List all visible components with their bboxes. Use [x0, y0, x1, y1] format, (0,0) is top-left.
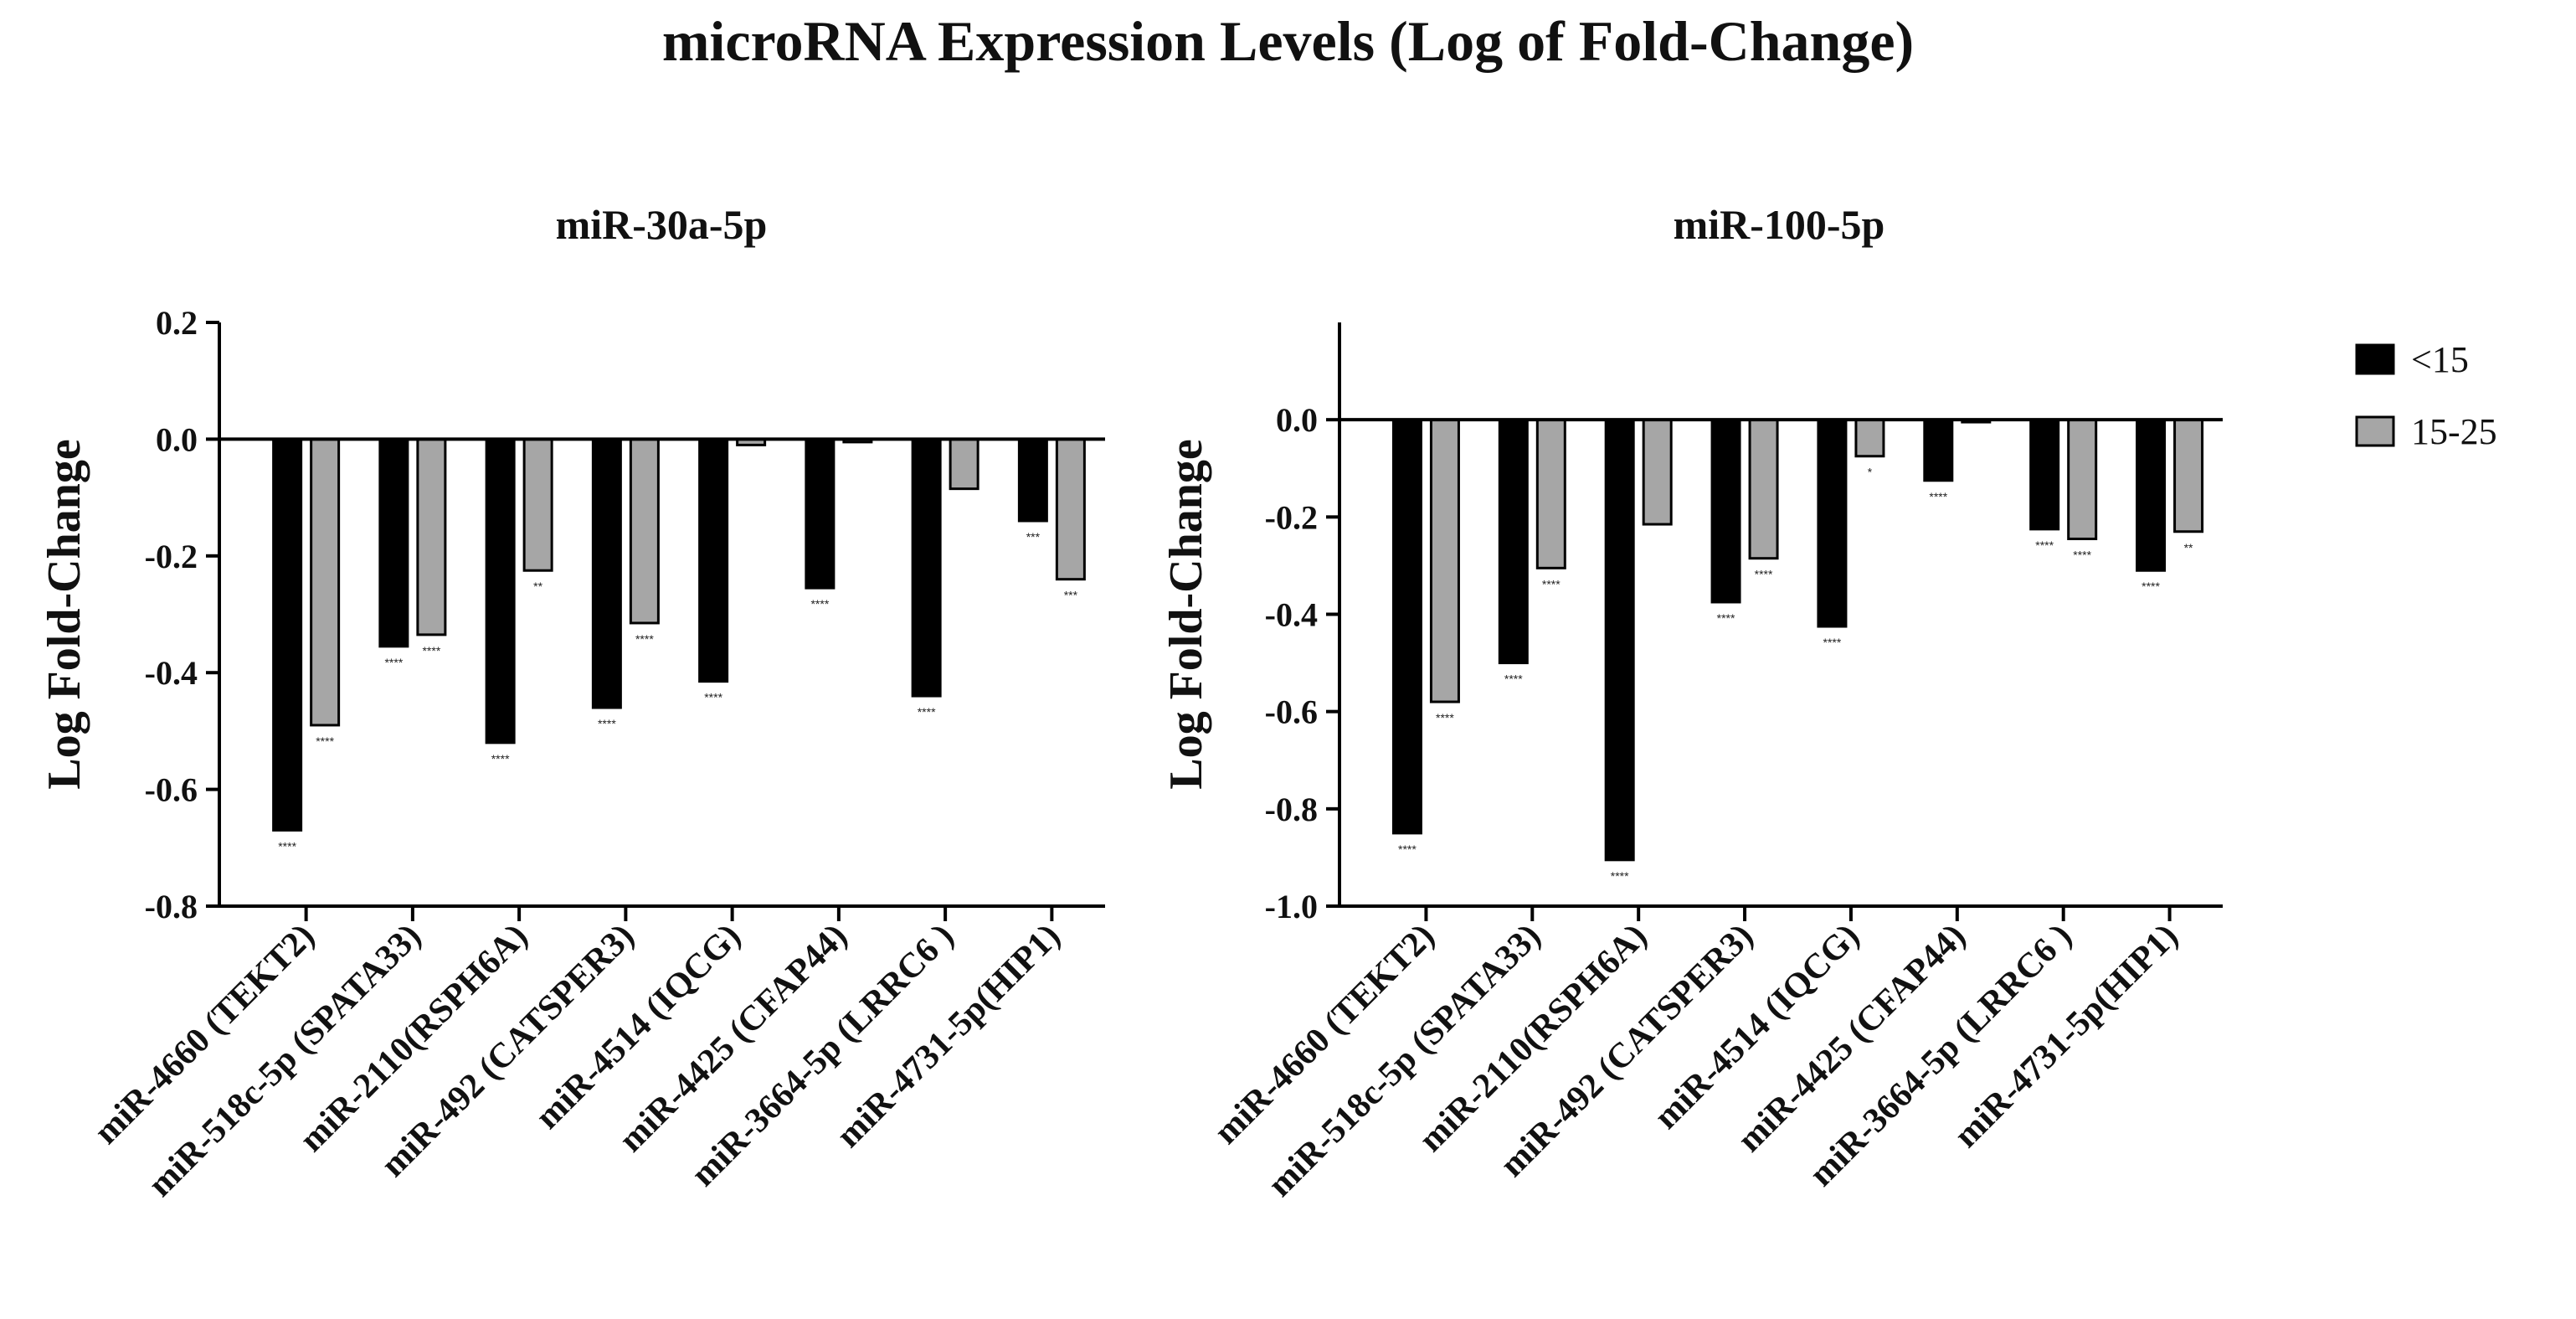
legend-label-lt15: <15 — [2411, 339, 2469, 380]
bar-lt15 — [911, 437, 942, 698]
significance-label: **** — [635, 632, 654, 646]
significance-label: **** — [1755, 568, 1773, 581]
bar-lt15 — [2136, 418, 2167, 572]
y-tick-label: 0.0 — [1276, 401, 1318, 439]
y-tick-label: -0.2 — [1265, 498, 1318, 536]
main-title: microRNA Expression Levels (Log of Fold-… — [661, 9, 1915, 73]
legend: <15 15-25 — [2355, 339, 2497, 452]
bar-lt15 — [272, 437, 303, 832]
bar-lt15 — [1817, 418, 1848, 628]
y-tick-label: 0.0 — [156, 420, 198, 458]
significance-label: **** — [810, 597, 829, 611]
y-tick-label: -0.4 — [1265, 596, 1318, 634]
significance-label: *** — [1064, 589, 1078, 602]
bar-lt15 — [378, 437, 409, 648]
bar-15-25 — [1055, 437, 1086, 581]
bar-lt15 — [1923, 418, 1954, 482]
significance-label: **** — [1823, 636, 1842, 649]
significance-label: **** — [2073, 548, 2091, 561]
bar-lt15 — [805, 437, 836, 590]
significance-label: ** — [2184, 541, 2193, 554]
bar-lt15 — [1498, 418, 1529, 665]
x-tick-label: miR-4514 (IQCG) — [528, 917, 748, 1137]
bar-15-25 — [949, 437, 979, 491]
significance-label: **** — [704, 691, 722, 704]
panel-mir-100-5p: miR-100-5p Log Fold-Change 0.0 -0.2 -0.4 -0.6… — [1160, 201, 2223, 1204]
significance-label: **** — [1504, 672, 1523, 686]
bar-15-25 — [629, 437, 660, 625]
y-axis-label: Log Fold-Change — [1160, 439, 1212, 790]
y-tick-label: -0.8 — [145, 888, 198, 925]
y-tick-label: 0.2 — [156, 304, 198, 342]
bar-15-25 — [1748, 418, 1779, 560]
significance-label: **** — [384, 656, 403, 669]
significance-label: **** — [422, 644, 440, 657]
significance-label: *** — [1026, 530, 1041, 544]
significance-label: **** — [316, 734, 334, 748]
significance-label: * — [1868, 466, 1873, 479]
bar-lt15 — [1017, 437, 1048, 523]
y-tick-label: -0.2 — [145, 538, 198, 575]
bar-15-25 — [310, 437, 341, 727]
significance-label: **** — [1398, 842, 1417, 856]
significance-label: **** — [1717, 611, 1735, 625]
x-tick-label: miR-4514 (IQCG) — [1647, 917, 1867, 1137]
bar-15-25 — [416, 437, 447, 636]
significance-label: **** — [1929, 490, 1947, 503]
bar-15-25 — [1854, 418, 1885, 458]
bar-lt15 — [2029, 418, 2060, 531]
bar-15-25 — [2173, 418, 2204, 533]
significance-label: **** — [918, 705, 936, 719]
y-tick-label: -0.6 — [145, 771, 198, 809]
significance-label: **** — [491, 752, 510, 765]
bar-lt15 — [591, 437, 622, 709]
legend-label-15-25: 15-25 — [2411, 411, 2497, 452]
significance-label: **** — [598, 717, 616, 730]
y-axis-label: Log Fold-Change — [39, 439, 90, 790]
y-tick-label: -1.0 — [1265, 888, 1318, 925]
significance-label: **** — [2035, 538, 2054, 552]
significance-label: ** — [533, 580, 542, 593]
significance-label: **** — [1542, 577, 1561, 590]
bar-15-25 — [522, 437, 553, 572]
significance-label: **** — [2142, 580, 2160, 593]
panel-title: miR-100-5p — [1674, 201, 1885, 248]
legend-swatch-15-25 — [2355, 415, 2395, 447]
y-tick-label: -0.8 — [1265, 791, 1318, 828]
bar-15-25 — [1429, 418, 1460, 703]
y-tick-label: -0.6 — [1265, 693, 1318, 731]
bar-15-25 — [1642, 418, 1673, 526]
bar-lt15 — [485, 437, 516, 745]
bar-15-25 — [2067, 418, 2098, 540]
bar-lt15 — [1604, 418, 1635, 862]
panel-mir-30a-5p: miR-30a-5p Log Fold-Change 0.2 0.0 -0.2 -0.4 -… — [39, 201, 1105, 1204]
y-tick-label: -0.4 — [145, 654, 198, 692]
panel-title: miR-30a-5p — [556, 201, 768, 248]
bar-lt15 — [1710, 418, 1741, 604]
significance-label: **** — [278, 839, 296, 853]
significance-label: **** — [1436, 711, 1454, 724]
significance-label: **** — [1611, 869, 1629, 883]
bar-lt15 — [1391, 418, 1422, 835]
legend-swatch-lt15 — [2355, 343, 2395, 375]
bar-15-25 — [1535, 418, 1566, 569]
bar-lt15 — [698, 437, 729, 683]
